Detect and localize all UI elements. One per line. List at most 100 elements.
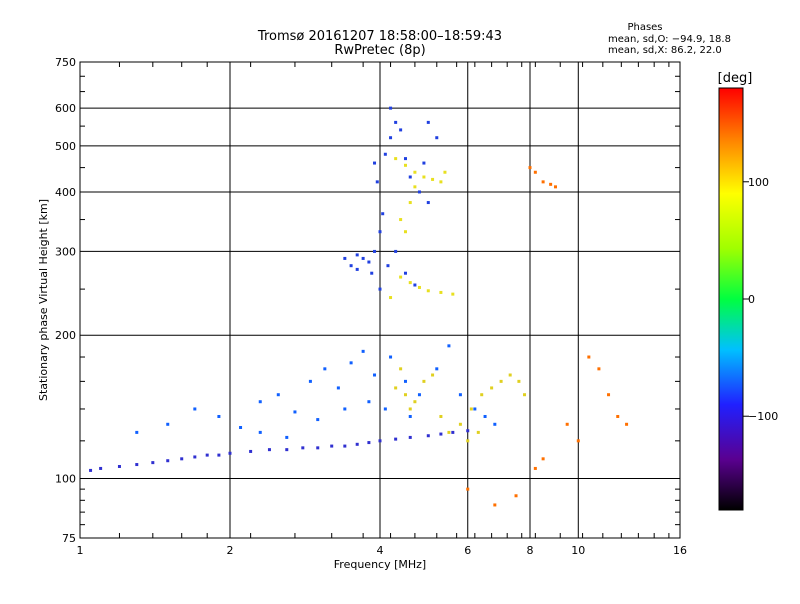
data-point [343, 407, 347, 411]
data-point [408, 414, 412, 418]
data-point [517, 379, 521, 383]
data-point [508, 373, 512, 377]
data-point [258, 400, 262, 404]
data-point [378, 287, 382, 291]
data-point [514, 494, 518, 498]
data-point [451, 292, 455, 296]
data-point [533, 170, 537, 174]
y-tick-label: 400 [55, 186, 76, 199]
x-tick-label: 4 [377, 544, 384, 557]
data-point [135, 463, 139, 467]
data-point [228, 451, 232, 455]
data-point [336, 386, 340, 390]
data-point [422, 161, 426, 165]
data-point [443, 170, 447, 174]
data-point [217, 453, 221, 457]
data-point [587, 355, 591, 359]
data-point [381, 212, 385, 216]
data-point [403, 271, 407, 275]
data-point [323, 367, 327, 371]
data-point [426, 201, 430, 205]
chart-subtitle: RwPretec (8p) [334, 43, 425, 58]
data-point [355, 267, 359, 271]
data-point [439, 432, 443, 436]
data-point [408, 407, 412, 411]
data-point [403, 157, 407, 161]
chart-title: Tromsø 20161207 18:58:00–18:59:43 [257, 29, 502, 44]
x-axis: 1 2 4 6 8 10 16 [77, 62, 687, 557]
colorbar-tick-label: 0 [748, 293, 755, 306]
data-point [316, 418, 320, 422]
data-point [285, 435, 289, 439]
x-tick-label: 1 [77, 544, 84, 557]
data-point [389, 355, 393, 359]
data-point [373, 249, 377, 253]
data-point [426, 120, 430, 124]
data-point [413, 283, 417, 287]
data-point [349, 361, 353, 365]
x-tick-label: 16 [673, 544, 687, 557]
data-point [378, 439, 382, 443]
data-point [523, 393, 527, 397]
data-point [403, 393, 407, 397]
data-point [408, 435, 412, 439]
data-point [422, 379, 426, 383]
data-point [166, 459, 170, 463]
data-point [166, 422, 170, 426]
y-tick-label: 300 [55, 245, 76, 258]
data-point [301, 446, 305, 450]
data-point [417, 190, 421, 194]
data-point [293, 410, 297, 414]
data-point [394, 386, 398, 390]
data-point [493, 422, 497, 426]
data-point [466, 487, 470, 491]
data-point [394, 249, 398, 253]
data-point [625, 422, 629, 426]
data-point [361, 349, 365, 353]
data-point [499, 379, 503, 383]
data-point [343, 256, 347, 260]
data-point [355, 442, 359, 446]
y-tick-label: 600 [55, 102, 76, 115]
data-point [117, 464, 121, 468]
data-point [439, 414, 443, 418]
data-point [316, 446, 320, 450]
grid-lines [80, 62, 680, 538]
data-point [439, 180, 443, 184]
data-point [616, 414, 620, 418]
data-point [99, 466, 103, 470]
data-point [408, 201, 412, 205]
data-point [378, 230, 382, 234]
data-point [330, 444, 334, 448]
data-point [466, 429, 470, 433]
plot-frame [79, 61, 681, 539]
data-point [549, 182, 553, 186]
data-point [533, 466, 537, 470]
data-point [308, 379, 312, 383]
data-point [349, 264, 353, 268]
colorbar-gradient [719, 88, 743, 510]
data-point [528, 166, 532, 170]
data-point [193, 407, 197, 411]
data-point [258, 430, 262, 434]
data-point [565, 422, 569, 426]
data-point [383, 407, 387, 411]
data-point [451, 430, 455, 434]
colorbar-ticks: 100 0 −100 [743, 176, 778, 423]
data-point [403, 230, 407, 234]
data-point [370, 271, 374, 275]
data-point [373, 161, 377, 165]
data-point [389, 106, 393, 110]
data-point [403, 379, 407, 383]
data-point [276, 393, 280, 397]
data-point [473, 407, 477, 411]
data-point [466, 439, 470, 443]
y-tick-label: 200 [55, 329, 76, 342]
data-point [399, 367, 403, 371]
data-point [373, 373, 377, 377]
data-point [89, 468, 93, 472]
data-point [422, 175, 426, 179]
colorbar-label: [deg] [718, 71, 753, 86]
data-point [343, 444, 347, 448]
